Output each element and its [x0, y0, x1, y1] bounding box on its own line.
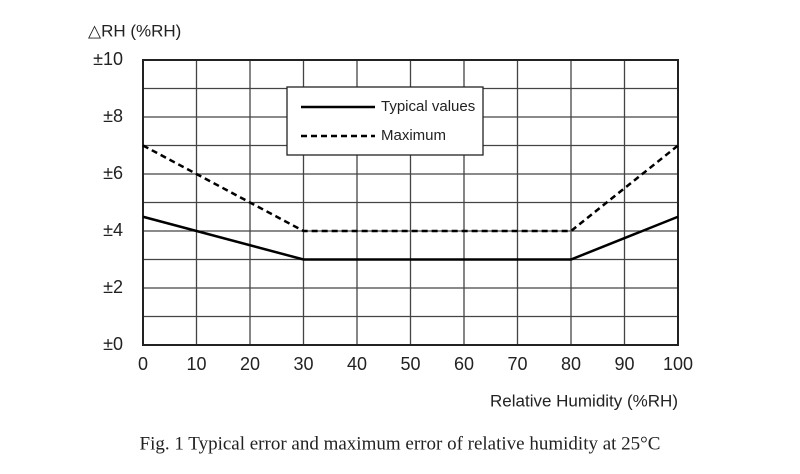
- x-tick-label: 0: [138, 354, 148, 374]
- x-tick-label: 10: [186, 354, 206, 374]
- x-tick-label: 80: [561, 354, 581, 374]
- y-tick-label: ±6: [103, 163, 123, 183]
- legend-label: Typical values: [381, 98, 475, 115]
- plot-frame: [142, 59, 679, 346]
- caption: Fig. 1 Typical error and maximum error o…: [140, 433, 661, 454]
- legend-label: Maximum: [381, 127, 446, 144]
- x-tick-label: 70: [507, 354, 527, 374]
- x-tick-label: 100: [663, 354, 693, 374]
- legend-box: [286, 86, 484, 156]
- y-axis-label: △RH (%RH): [88, 21, 181, 40]
- x-tick-label: 50: [400, 354, 420, 374]
- x-tick-label: 60: [454, 354, 474, 374]
- x-tick-label: 40: [347, 354, 367, 374]
- x-tick-label: 90: [614, 354, 634, 374]
- x-axis-label: Relative Humidity (%RH): [490, 391, 678, 410]
- x-tick-label: 20: [240, 354, 260, 374]
- y-tick-label: ±8: [103, 106, 123, 126]
- x-tick-label: 30: [293, 354, 313, 374]
- y-tick-label: ±10: [93, 49, 123, 69]
- y-tick-label: ±4: [103, 220, 123, 240]
- y-tick-label: ±2: [103, 277, 123, 297]
- y-tick-label: ±0: [103, 334, 123, 354]
- series-line: [142, 215, 679, 261]
- series-line: [142, 144, 679, 233]
